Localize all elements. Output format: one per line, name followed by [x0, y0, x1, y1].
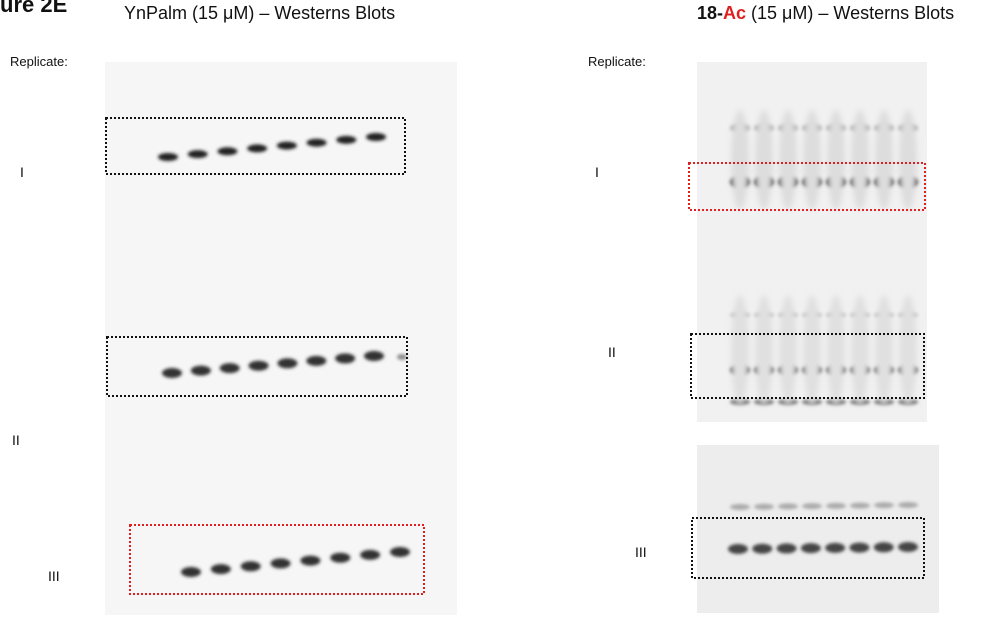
band: [825, 542, 846, 553]
band: [335, 353, 356, 364]
band: [219, 363, 240, 374]
title-part: Ac: [723, 3, 747, 23]
title-part: (15 μM) – Westerns Blots: [746, 3, 955, 23]
band: [898, 502, 918, 508]
band: [754, 503, 774, 510]
replicate: II: [12, 432, 20, 448]
band: [755, 110, 773, 210]
band: [306, 355, 327, 366]
blot-membrane: [697, 445, 939, 613]
band: [390, 547, 410, 557]
band: [849, 542, 870, 553]
band: [336, 135, 357, 144]
band: [802, 503, 822, 510]
band: [210, 564, 231, 575]
title-part: 18-: [697, 3, 724, 23]
replicate-label: Replicate:: [10, 54, 68, 69]
band: [851, 295, 869, 405]
band: [803, 295, 821, 405]
band: [779, 295, 797, 405]
band: [240, 561, 261, 572]
replicate: III: [635, 544, 647, 560]
band: [776, 543, 797, 554]
band: [851, 110, 869, 210]
band: [300, 555, 321, 566]
band: [217, 147, 238, 156]
band: [850, 502, 870, 509]
band: [730, 504, 750, 510]
band: [162, 368, 182, 378]
highlight-box: [105, 117, 406, 175]
highlight-box: [688, 162, 926, 211]
band: [873, 542, 894, 553]
band: [800, 543, 821, 554]
band: [898, 542, 918, 552]
panel-title: YnPalm (15 μM) – Westerns Blots: [124, 3, 396, 23]
band: [874, 502, 894, 509]
band: [803, 110, 821, 210]
band: [366, 133, 386, 141]
band: [248, 360, 269, 371]
highlight-box: [690, 333, 925, 399]
band: [158, 153, 178, 161]
band: [827, 110, 845, 210]
band: [276, 141, 297, 150]
band: [899, 295, 917, 405]
band: [827, 295, 845, 405]
band: [779, 110, 797, 210]
band: [731, 110, 749, 210]
panel-title: 18-Ac (15 μM) – Westerns Blots: [697, 3, 987, 23]
band: [728, 544, 748, 554]
bands: [158, 110, 918, 577]
band: [875, 110, 893, 210]
band: [277, 358, 298, 369]
band: [270, 558, 291, 569]
replicate: I: [595, 164, 599, 180]
replicate: I: [20, 164, 24, 180]
band: [778, 503, 798, 510]
highlight-box: [129, 524, 425, 595]
band: [360, 549, 381, 560]
highlight-box: [691, 517, 925, 579]
band: [752, 543, 773, 554]
band: [330, 552, 351, 563]
band: [875, 295, 893, 405]
replicate: II: [608, 344, 616, 360]
band: [755, 295, 773, 405]
boxes: [105, 117, 926, 595]
band: [187, 150, 208, 159]
band: [190, 365, 211, 376]
band: [899, 110, 917, 210]
band: [826, 502, 846, 509]
highlight-box: [106, 336, 408, 397]
band: [397, 354, 407, 360]
replicate: III: [48, 568, 60, 584]
figure-label: ure 2E: [0, 0, 68, 17]
replicate-label: Replicate:: [588, 54, 646, 69]
band: [364, 351, 384, 361]
band: [247, 144, 268, 153]
band: [306, 138, 327, 147]
band: [181, 567, 201, 577]
band: [731, 295, 749, 405]
